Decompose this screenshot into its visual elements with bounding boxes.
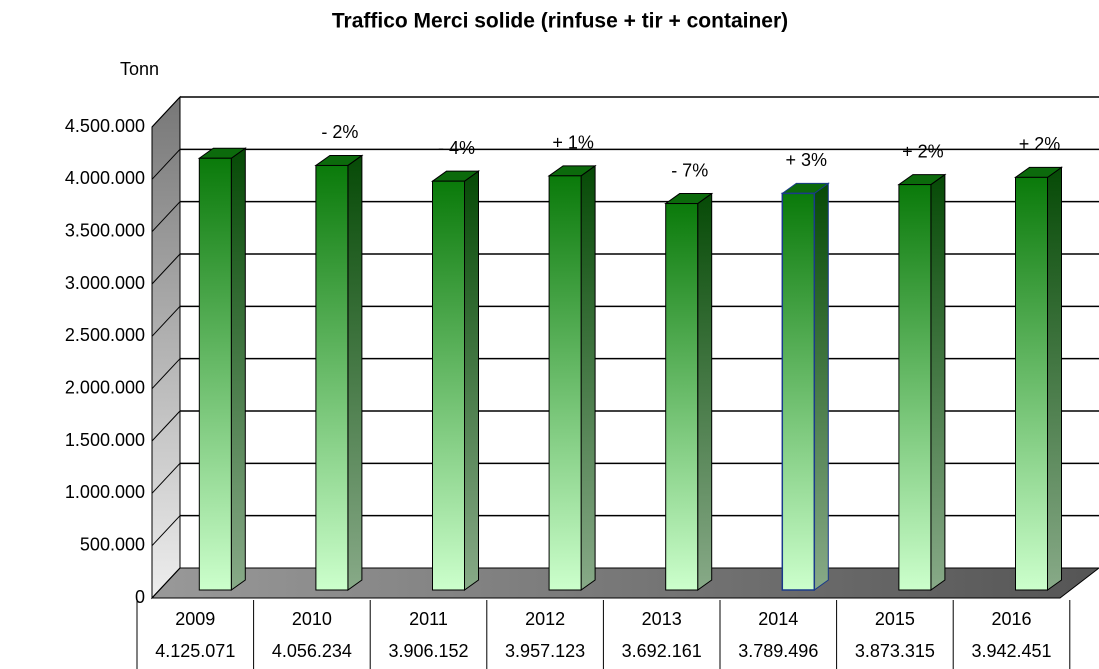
- value-label: 3.906.152: [388, 641, 468, 661]
- y-tick-label: 4.000.000: [65, 168, 145, 188]
- annotation: + 2%: [1019, 134, 1061, 154]
- bar: [548, 175, 582, 591]
- y-axis-label: Tonn: [120, 59, 159, 79]
- y-tick-label: 1.500.000: [65, 430, 145, 450]
- tick-line: [151, 410, 181, 442]
- bar-side: [230, 147, 246, 591]
- value-label: 4.125.071: [155, 641, 235, 661]
- x-tick-label: 2016: [991, 609, 1031, 629]
- tick-line: [151, 305, 181, 337]
- y-tick-label: 3.000.000: [65, 273, 145, 293]
- value-label: 3.692.161: [622, 641, 702, 661]
- tick-line: [151, 462, 181, 494]
- x-tick-label: 2012: [525, 609, 565, 629]
- tick-line: [151, 253, 181, 285]
- value-label: 3.873.315: [855, 641, 935, 661]
- annotation: - 2%: [321, 122, 358, 142]
- annotation: + 3%: [786, 150, 828, 170]
- x-tick-label: 2010: [292, 609, 332, 629]
- x-tick-label: 2011: [409, 609, 448, 629]
- x-tick-label: 2013: [642, 609, 682, 629]
- tick-line: [151, 96, 181, 128]
- annotation: + 2%: [902, 141, 944, 161]
- y-tick-label: 2.500.000: [65, 325, 145, 345]
- bar: [432, 180, 465, 591]
- bar: [781, 192, 816, 591]
- y-tick-label: 0: [135, 587, 145, 607]
- tick-line: [151, 148, 181, 180]
- annotation: - 7%: [671, 160, 708, 180]
- value-label: 3.789.496: [738, 641, 818, 661]
- y-tick-label: 4.500.000: [65, 116, 145, 136]
- bar: [198, 157, 232, 591]
- x-tick-label: 2009: [175, 609, 215, 629]
- value-label: 4.056.234: [272, 641, 352, 661]
- bar: [1015, 176, 1048, 591]
- tick-line: [151, 515, 181, 547]
- chart-title: Traffico Merci solide (rinfuse + tir + c…: [332, 10, 788, 33]
- y-tick-label: 500.000: [80, 534, 145, 554]
- side-wall: [151, 95, 181, 600]
- bar-side: [580, 164, 596, 591]
- bar-side: [813, 182, 829, 591]
- x-tick-label: 2014: [758, 609, 798, 629]
- value-label: 3.957.123: [505, 641, 585, 661]
- bar: [315, 164, 349, 591]
- tick-line: [151, 358, 181, 390]
- tick-line: [151, 201, 181, 233]
- bar-side: [347, 154, 363, 591]
- annotation: - 4%: [438, 138, 475, 158]
- bar: [898, 184, 932, 591]
- y-tick-label: 3.500.000: [65, 220, 145, 240]
- y-tick-label: 1.000.000: [65, 482, 145, 502]
- y-tick-label: 2.000.000: [65, 377, 145, 397]
- bar-side: [930, 173, 946, 591]
- bar-side: [464, 170, 479, 591]
- bar-side: [697, 192, 713, 591]
- floor: [150, 567, 1099, 599]
- x-tick-label: 2015: [875, 609, 915, 629]
- value-label: 3.942.451: [971, 641, 1051, 661]
- tick-line: [151, 567, 181, 599]
- bar-side: [1047, 166, 1062, 591]
- bar: [665, 203, 699, 591]
- annotation: + 1%: [552, 133, 594, 153]
